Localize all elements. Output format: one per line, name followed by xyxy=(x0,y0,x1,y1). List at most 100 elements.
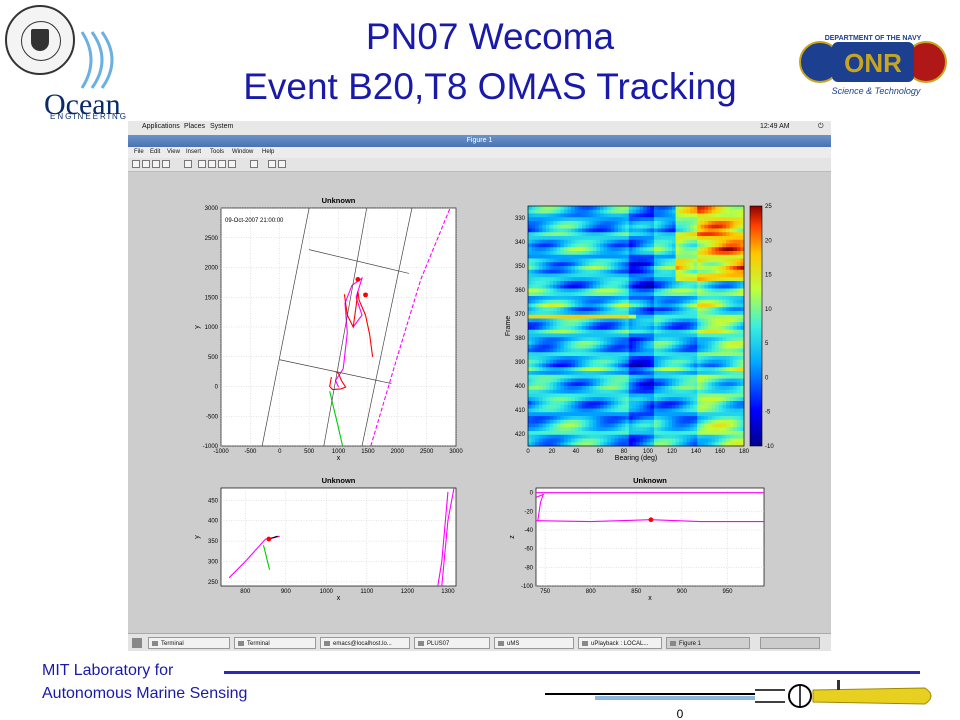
y-tick-label: -500 xyxy=(206,414,219,420)
y-tick-label: 3000 xyxy=(205,206,219,212)
x-tick-label: 2500 xyxy=(420,449,434,455)
colorbar-tick-label: 5 xyxy=(765,341,769,347)
plot-area xyxy=(535,487,765,587)
places-menu[interactable]: Places xyxy=(184,123,206,130)
y-tick-label: 2500 xyxy=(205,236,219,242)
x-tick-label: 1100 xyxy=(360,589,374,595)
clock[interactable]: 12:49 AM xyxy=(760,123,790,130)
sector-boundary xyxy=(323,208,368,446)
menu-tools[interactable]: Tools xyxy=(210,149,225,155)
colorbar-icon[interactable] xyxy=(268,160,276,168)
y-tick-label: -1000 xyxy=(203,444,219,450)
figure-toolbar xyxy=(128,158,831,172)
y-tick-label: -20 xyxy=(524,509,533,515)
x-axis-label: x xyxy=(337,595,341,602)
series-line xyxy=(370,208,451,446)
colorbar-tick-label: 10 xyxy=(765,307,772,313)
legend-icon[interactable] xyxy=(278,160,286,168)
y-axis-label: y xyxy=(194,535,201,539)
x-tick-label: 0 xyxy=(278,449,282,455)
task-uplayback[interactable]: uPlayback : LOCAL... xyxy=(578,637,662,649)
system-menu[interactable]: System xyxy=(210,123,234,130)
menu-view[interactable]: View xyxy=(167,149,180,155)
menu-window[interactable]: Window xyxy=(232,149,254,155)
svg-text:DEPARTMENT OF THE NAVY: DEPARTMENT OF THE NAVY xyxy=(825,35,922,42)
x-tick-label: 900 xyxy=(281,589,292,595)
x-tick-label: 1300 xyxy=(441,589,455,595)
plot-annotation: 09-Oct-2007 21:00:00 xyxy=(225,218,284,224)
zoom-out-icon[interactable] xyxy=(208,160,216,168)
y-tick-label: 350 xyxy=(515,264,526,270)
new-figure-icon[interactable] xyxy=(132,160,140,168)
print-icon[interactable] xyxy=(162,160,170,168)
menu-help[interactable]: Help xyxy=(262,149,275,155)
x-tick-label: 40 xyxy=(573,449,580,455)
marker-point xyxy=(363,292,368,298)
series-line xyxy=(536,493,545,521)
y-tick-label: 450 xyxy=(208,498,219,504)
x-tick-label: 950 xyxy=(723,589,734,595)
y-tick-label: 1500 xyxy=(205,295,219,301)
data-cursor-icon[interactable] xyxy=(250,160,258,168)
footer-rule xyxy=(224,671,920,674)
menu-insert[interactable]: Insert xyxy=(186,149,202,155)
series-line xyxy=(437,492,449,586)
slide-title-line2: Event B20,T8 OMAS Tracking xyxy=(243,66,737,107)
y-tick-label: 400 xyxy=(515,384,526,390)
figure-svg: -1000 -500 0 500 1000 1500 2000 2500 3000-1000-5… xyxy=(194,196,774,602)
power-icon[interactable]: ⏻ xyxy=(818,123,824,130)
task-terminal-2[interactable]: Terminal xyxy=(234,637,316,649)
x-tick-label: 1200 xyxy=(401,589,415,595)
svg-text:ONR: ONR xyxy=(844,48,902,78)
sector-boundary xyxy=(279,359,392,384)
menu-edit[interactable]: Edit xyxy=(150,149,161,155)
save-icon[interactable] xyxy=(152,160,160,168)
x-tick-label: 60 xyxy=(597,449,604,455)
x-tick-label: 850 xyxy=(631,589,642,595)
desktop-screenshot: Applications Places System 12:49 AM ⏻ Fi… xyxy=(128,121,831,651)
series-line xyxy=(329,391,344,446)
y-tick-label: 250 xyxy=(208,580,219,586)
show-desktop-icon[interactable] xyxy=(132,638,142,648)
open-file-icon[interactable] xyxy=(142,160,150,168)
xy-zoom-plot[interactable]: 800 900 1000 1100 1200 1300 250 300 350 400 450 Unk… xyxy=(194,476,457,602)
x-tick-label: 1000 xyxy=(332,449,346,455)
pan-icon[interactable] xyxy=(218,160,226,168)
select-arrow-icon[interactable] xyxy=(184,160,192,168)
y-axis-label: z xyxy=(509,535,516,539)
y-tick-label: -40 xyxy=(524,528,533,534)
x-tick-label: 140 xyxy=(691,449,702,455)
task-emacs[interactable]: emacs@localhost.lo... xyxy=(320,637,410,649)
y-tick-label: 500 xyxy=(208,355,219,361)
x-tick-label: 120 xyxy=(667,449,678,455)
task-figure1[interactable]: Figure 1 xyxy=(666,637,750,649)
menu-file[interactable]: File xyxy=(134,149,144,155)
series-line xyxy=(262,545,271,570)
svg-text:Science & Technology: Science & Technology xyxy=(832,86,921,96)
mit-ocean-logo: Ocean ENGINEERING xyxy=(0,0,130,125)
plot-area xyxy=(527,205,745,447)
task-ums[interactable]: uMS xyxy=(494,637,574,649)
task-plus07[interactable]: PLUS07 xyxy=(414,637,490,649)
zoom-in-icon[interactable] xyxy=(198,160,206,168)
bearing-frame-heatmap[interactable]: 0 20 40 60 80 100 120 140 160 1803303403503603703… xyxy=(505,204,774,462)
figure-window-title: Figure 1 xyxy=(128,135,831,147)
y-tick-label: 300 xyxy=(208,560,219,566)
rotate-icon[interactable] xyxy=(228,160,236,168)
x-tick-label: 1500 xyxy=(361,449,375,455)
xz-depth-plot[interactable]: 750 800 850 900 950 0 -20 -40 -60 -80 -100 Unknown x… xyxy=(509,476,765,602)
xy-track-plot[interactable]: -1000 -500 0 500 1000 1500 2000 2500 3000 -1000 -5… xyxy=(194,196,463,462)
colorbar-tick-label: 25 xyxy=(765,204,772,210)
figure-canvas: -1000 -500 0 500 1000 1500 2000 2500 3000 -1000 -5… xyxy=(128,172,831,633)
ocean-logo-text: Ocean xyxy=(44,88,121,121)
engineering-logo-text: ENGINEERING xyxy=(50,112,129,121)
task-terminal-1[interactable]: Terminal xyxy=(148,637,230,649)
workspace-switcher-icon[interactable] xyxy=(760,637,820,649)
colorbar xyxy=(749,205,763,447)
x-tick-label: 2000 xyxy=(391,449,405,455)
x-tick-label: -500 xyxy=(244,449,257,455)
colorbar-tick-label: 15 xyxy=(765,273,772,279)
y-tick-label: 360 xyxy=(515,288,526,294)
applications-menu[interactable]: Applications xyxy=(142,123,180,130)
series-line xyxy=(329,371,347,391)
